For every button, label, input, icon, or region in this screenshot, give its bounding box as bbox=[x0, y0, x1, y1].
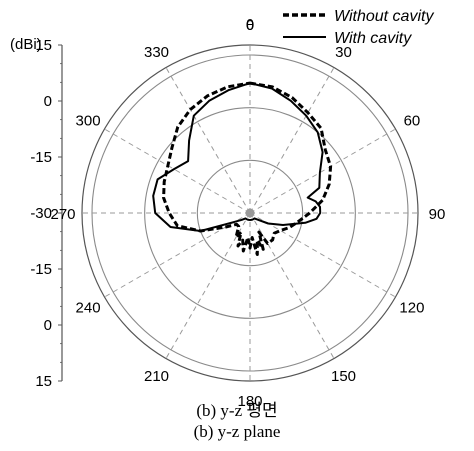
spoke-line bbox=[249, 212, 396, 298]
angle-tick-label: 30 bbox=[335, 44, 352, 61]
legend-label: Without cavity bbox=[334, 8, 434, 25]
radial-tick-label: 15 bbox=[35, 373, 52, 390]
angle-tick-label: 90 bbox=[429, 206, 446, 223]
radial-tick-label: -15 bbox=[30, 149, 52, 166]
legend-label: With cavity bbox=[334, 30, 412, 47]
caption-korean: (b) y-z 평면 bbox=[196, 401, 278, 420]
caption-english: (b) y-z plane bbox=[193, 422, 281, 441]
spoke-line bbox=[249, 212, 335, 359]
angle-tick-label: 300 bbox=[76, 113, 101, 130]
radial-tick-label: -15 bbox=[30, 261, 52, 278]
angle-tick-label: 180 bbox=[237, 393, 262, 410]
radial-tick-label: 15 bbox=[35, 37, 52, 54]
series-line-with-cavity bbox=[152, 82, 324, 232]
angle-tick-label: 150 bbox=[331, 368, 356, 385]
angle-tick-label: 270 bbox=[50, 206, 75, 223]
angle-tick-label: 240 bbox=[76, 300, 101, 317]
polar-grid bbox=[81, 44, 419, 382]
angle-tick-labels: 0 30 60 90 120 150 180 210 240 270 300 330 θ bbox=[50, 17, 445, 410]
angle-tick-label: 60 bbox=[404, 113, 421, 130]
spoke-line bbox=[249, 128, 396, 214]
level-ring bbox=[144, 107, 356, 319]
spoke-line bbox=[165, 67, 251, 214]
pattern-traces bbox=[152, 81, 333, 256]
series-line-without-cavity bbox=[162, 81, 333, 256]
radial-tick-label: 0 bbox=[44, 317, 52, 334]
spoke-line bbox=[104, 128, 251, 214]
level-ring bbox=[196, 159, 304, 267]
radial-tick-label: -30 bbox=[30, 205, 52, 222]
spoke-line bbox=[249, 67, 335, 214]
legend: Without cavity With cavity bbox=[283, 8, 434, 47]
angle-tick-label: 120 bbox=[399, 300, 424, 317]
theta-symbol: θ bbox=[246, 17, 254, 34]
angle-tick-label: 0 bbox=[246, 17, 254, 34]
outer-ring bbox=[81, 44, 419, 382]
angle-tick-label: 210 bbox=[144, 368, 169, 385]
angle-tick-label: 330 bbox=[144, 44, 169, 61]
radial-tick-label: 0 bbox=[44, 93, 52, 110]
spoke-line bbox=[165, 212, 251, 359]
unit-label: (dBi) bbox=[10, 36, 42, 53]
